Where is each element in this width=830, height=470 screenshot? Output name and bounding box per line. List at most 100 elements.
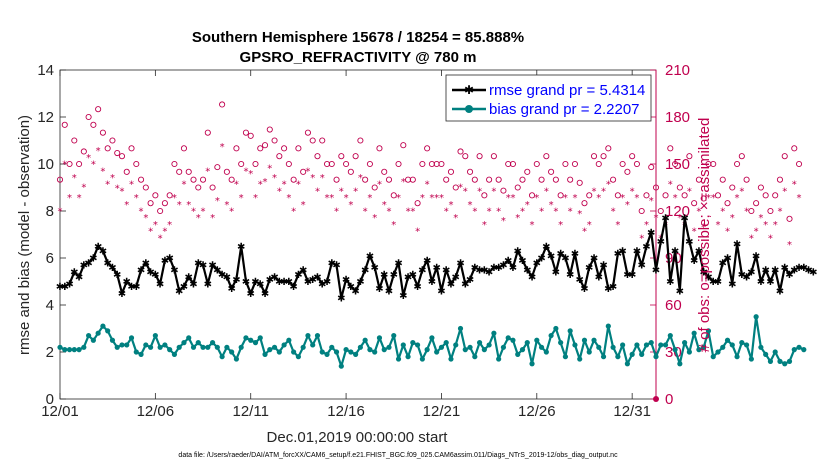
obs-assimilated-point: * [706, 193, 711, 204]
y-axis-left-label: rmse and bias (model - observation) [16, 115, 33, 355]
rmse-point: ✱ [781, 263, 789, 274]
obs-assimilated-point: * [725, 227, 730, 238]
obs-possible-point [190, 176, 197, 183]
obs-possible-point [338, 153, 345, 160]
rmse-point: ✱ [738, 270, 746, 281]
bias-point [386, 344, 392, 350]
obs-assimilated-point: * [205, 166, 210, 177]
obs-possible-point [486, 176, 493, 183]
obs-possible-point [624, 168, 631, 175]
rmse-point: ✱ [461, 279, 469, 290]
obs-assimilated-point: * [201, 207, 206, 218]
bias-point [696, 347, 702, 353]
bias-point [753, 314, 759, 320]
bias-point [677, 361, 683, 367]
obs-assimilated-point: * [692, 227, 697, 238]
obs-assimilated-point: * [797, 193, 802, 204]
rmse-point: ✱ [800, 263, 808, 274]
obs-possible-point [567, 176, 574, 183]
obs-possible-point [400, 142, 407, 149]
obs-possible-point [576, 179, 583, 186]
obs-assimilated-point: * [67, 193, 72, 204]
obs-possible-point [753, 200, 760, 207]
bias-point [90, 337, 96, 343]
rmse-point: ✱ [356, 277, 364, 288]
obs-assimilated-point: * [553, 207, 558, 218]
obs-possible-point [652, 184, 660, 191]
bias-point [491, 330, 497, 336]
obs-possible-point [319, 137, 326, 144]
rmse-point: ✱ [65, 279, 73, 290]
rmse-point: ✱ [795, 263, 803, 274]
obs-possible-point [643, 192, 650, 199]
obs-assimilated-point: * [401, 177, 406, 188]
obs-assimilated-point: * [367, 193, 372, 204]
rmse-point: ✱ [576, 275, 584, 286]
obs-assimilated-point: * [687, 186, 692, 197]
obs-possible-point [95, 106, 102, 113]
bias-point [486, 342, 492, 348]
y-tick-right-label: 60 [665, 297, 682, 314]
bias-point [510, 337, 516, 343]
obs-possible-point [271, 137, 278, 144]
obs-assimilated-point: * [525, 200, 530, 211]
bias-point [705, 328, 712, 334]
rmse-point: ✱ [671, 247, 679, 258]
obs-possible-point [214, 164, 221, 171]
obs-possible-point [133, 160, 140, 168]
rmse-point: ✱ [733, 240, 741, 251]
y-tick-left-label: 10 [37, 156, 54, 173]
rmse-point: ✱ [499, 261, 507, 272]
obs-possible-point [185, 168, 192, 175]
rmse-point: ✱ [413, 282, 421, 293]
rmse-point: ✱ [113, 270, 121, 281]
rmse-point: ✱ [318, 279, 326, 290]
bias-point [229, 349, 235, 355]
bias-point [424, 347, 430, 353]
obs-possible-point [614, 192, 621, 199]
obs-assimilated-point: * [754, 227, 759, 238]
obs-assimilated-point: * [177, 200, 182, 211]
bias-point [515, 351, 521, 357]
legend-bias-marker [465, 105, 473, 113]
rmse-point: ✱ [75, 272, 83, 283]
rmse-point: ✱ [642, 242, 650, 253]
obs-possible-point [238, 160, 245, 168]
rmse-point: ✱ [776, 287, 784, 298]
rmse-point: ✱ [294, 270, 302, 281]
obs-assimilated-point: * [119, 186, 124, 197]
bias-point [209, 340, 216, 346]
rmse-point: ✱ [428, 277, 436, 288]
bias-point [710, 354, 716, 360]
bias-point [648, 340, 654, 346]
rmse-point: ✱ [432, 263, 440, 274]
obs-assimilated-point: * [382, 200, 387, 211]
obs-assimilated-point: * [582, 227, 587, 238]
obs-possible-point [476, 153, 483, 160]
rmse-point: ✱ [132, 282, 140, 293]
obs-possible-point [543, 153, 550, 160]
obs-assimilated-point: * [129, 180, 134, 191]
obs-assimilated-point: * [530, 220, 535, 231]
bias-point [476, 340, 483, 346]
obs-possible-point [414, 200, 421, 207]
rmse-point: ✱ [652, 265, 660, 276]
rmse-point: ✱ [409, 270, 417, 281]
bias-point [615, 354, 621, 360]
obs-possible-point [157, 207, 164, 215]
rmse-point: ✱ [628, 270, 636, 281]
obs-assimilated-point: * [58, 207, 63, 218]
obs-possible-point [676, 184, 683, 191]
obs-possible-point [376, 145, 383, 152]
rmse-point: ✱ [84, 258, 92, 269]
obs-assimilated-point: * [715, 220, 720, 231]
obs-assimilated-point: * [415, 227, 420, 238]
rmse-point: ✱ [380, 270, 388, 281]
rmse-point: ✱ [127, 282, 135, 293]
obs-possible-point [662, 192, 669, 199]
obs-assimilated-point: * [181, 180, 186, 191]
obs-assimilated-point: * [386, 207, 391, 218]
rmse-point: ✱ [165, 254, 173, 265]
bias-point [114, 344, 120, 350]
obs-possible-point [557, 192, 564, 199]
